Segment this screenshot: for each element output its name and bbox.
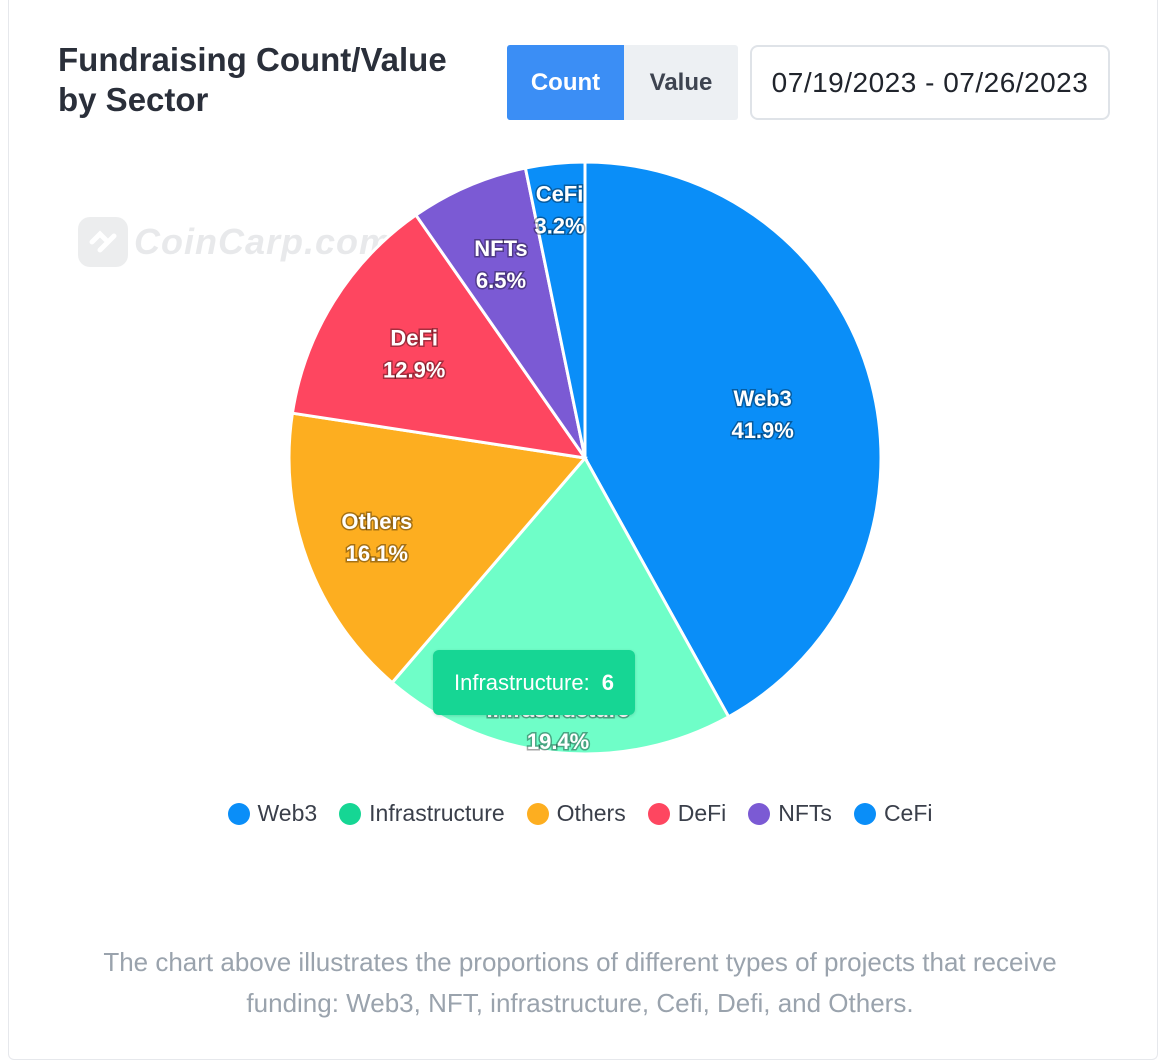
chart-legend: Web3 Infrastructure Others DeFi NFTs CeFi bbox=[0, 800, 1160, 827]
legend-label: CeFi bbox=[883, 800, 933, 826]
legend-dot-icon bbox=[853, 802, 876, 825]
pie-slice-cefi[interactable] bbox=[523, 160, 587, 459]
slice-label-web3: Web3 bbox=[734, 386, 792, 411]
legend-label: Web3 bbox=[257, 800, 318, 826]
legend-item-defi[interactable]: DeFi bbox=[647, 800, 727, 827]
slice-percent-cefi: 3.2% bbox=[534, 214, 584, 239]
slice-percent-nfts: 6.5% bbox=[476, 268, 526, 293]
tooltip-label: Infrastructure: bbox=[454, 670, 590, 695]
legend-dot-icon bbox=[647, 802, 670, 825]
date-range-picker[interactable]: 07/19/2023 - 07/26/2023 bbox=[750, 45, 1110, 120]
legend-label: DeFi bbox=[677, 800, 727, 826]
chart-tooltip: Infrastructure: 6 bbox=[433, 650, 635, 715]
tooltip-value: 6 bbox=[601, 670, 614, 695]
slice-label-others: Others bbox=[341, 509, 412, 534]
legend-item-others[interactable]: Others bbox=[526, 800, 626, 827]
legend-item-infrastructure[interactable]: Infrastructure bbox=[339, 800, 505, 827]
legend-dot-icon bbox=[339, 802, 362, 825]
slice-percent-web3: 41.9% bbox=[731, 418, 793, 443]
legend-item-nfts[interactable]: NFTs bbox=[748, 800, 832, 827]
legend-label: Infrastructure bbox=[369, 800, 505, 826]
legend-dot-icon bbox=[748, 802, 771, 825]
chart-caption: The chart above illustrates the proporti… bbox=[103, 947, 1057, 1018]
pie-slice-nfts[interactable] bbox=[413, 166, 587, 459]
count-value-toggle: Count Value bbox=[507, 45, 738, 120]
legend-dot-icon bbox=[526, 802, 549, 825]
slice-percent-infrastructure: 19.4% bbox=[527, 729, 589, 754]
legend-label: NFTs bbox=[778, 800, 832, 826]
watermark-text: CoinCarp.com bbox=[134, 221, 393, 262]
legend-item-web3[interactable]: Web3 bbox=[227, 800, 318, 827]
legend-dot-icon bbox=[227, 802, 250, 825]
slice-label-defi: DeFi bbox=[390, 326, 438, 351]
pie-slice-others[interactable] bbox=[287, 411, 588, 685]
slice-percent-others: 16.1% bbox=[346, 541, 408, 566]
value-toggle-button[interactable]: Value bbox=[624, 45, 738, 120]
slice-label-cefi: CeFi bbox=[536, 182, 584, 207]
slice-label-nfts: NFTs bbox=[474, 236, 527, 261]
coincarp-logo-icon bbox=[78, 217, 128, 267]
pie-slice-defi[interactable] bbox=[290, 212, 589, 461]
legend-item-cefi[interactable]: CeFi bbox=[853, 800, 933, 827]
watermark: CoinCarp.com bbox=[78, 217, 392, 267]
slice-percent-defi: 12.9% bbox=[383, 358, 445, 383]
legend-label: Others bbox=[556, 800, 626, 826]
page-title: Fundraising Count/Value by Sector bbox=[58, 41, 447, 118]
pie-slice-web3[interactable] bbox=[583, 160, 883, 719]
count-toggle-button[interactable]: Count bbox=[507, 45, 624, 120]
